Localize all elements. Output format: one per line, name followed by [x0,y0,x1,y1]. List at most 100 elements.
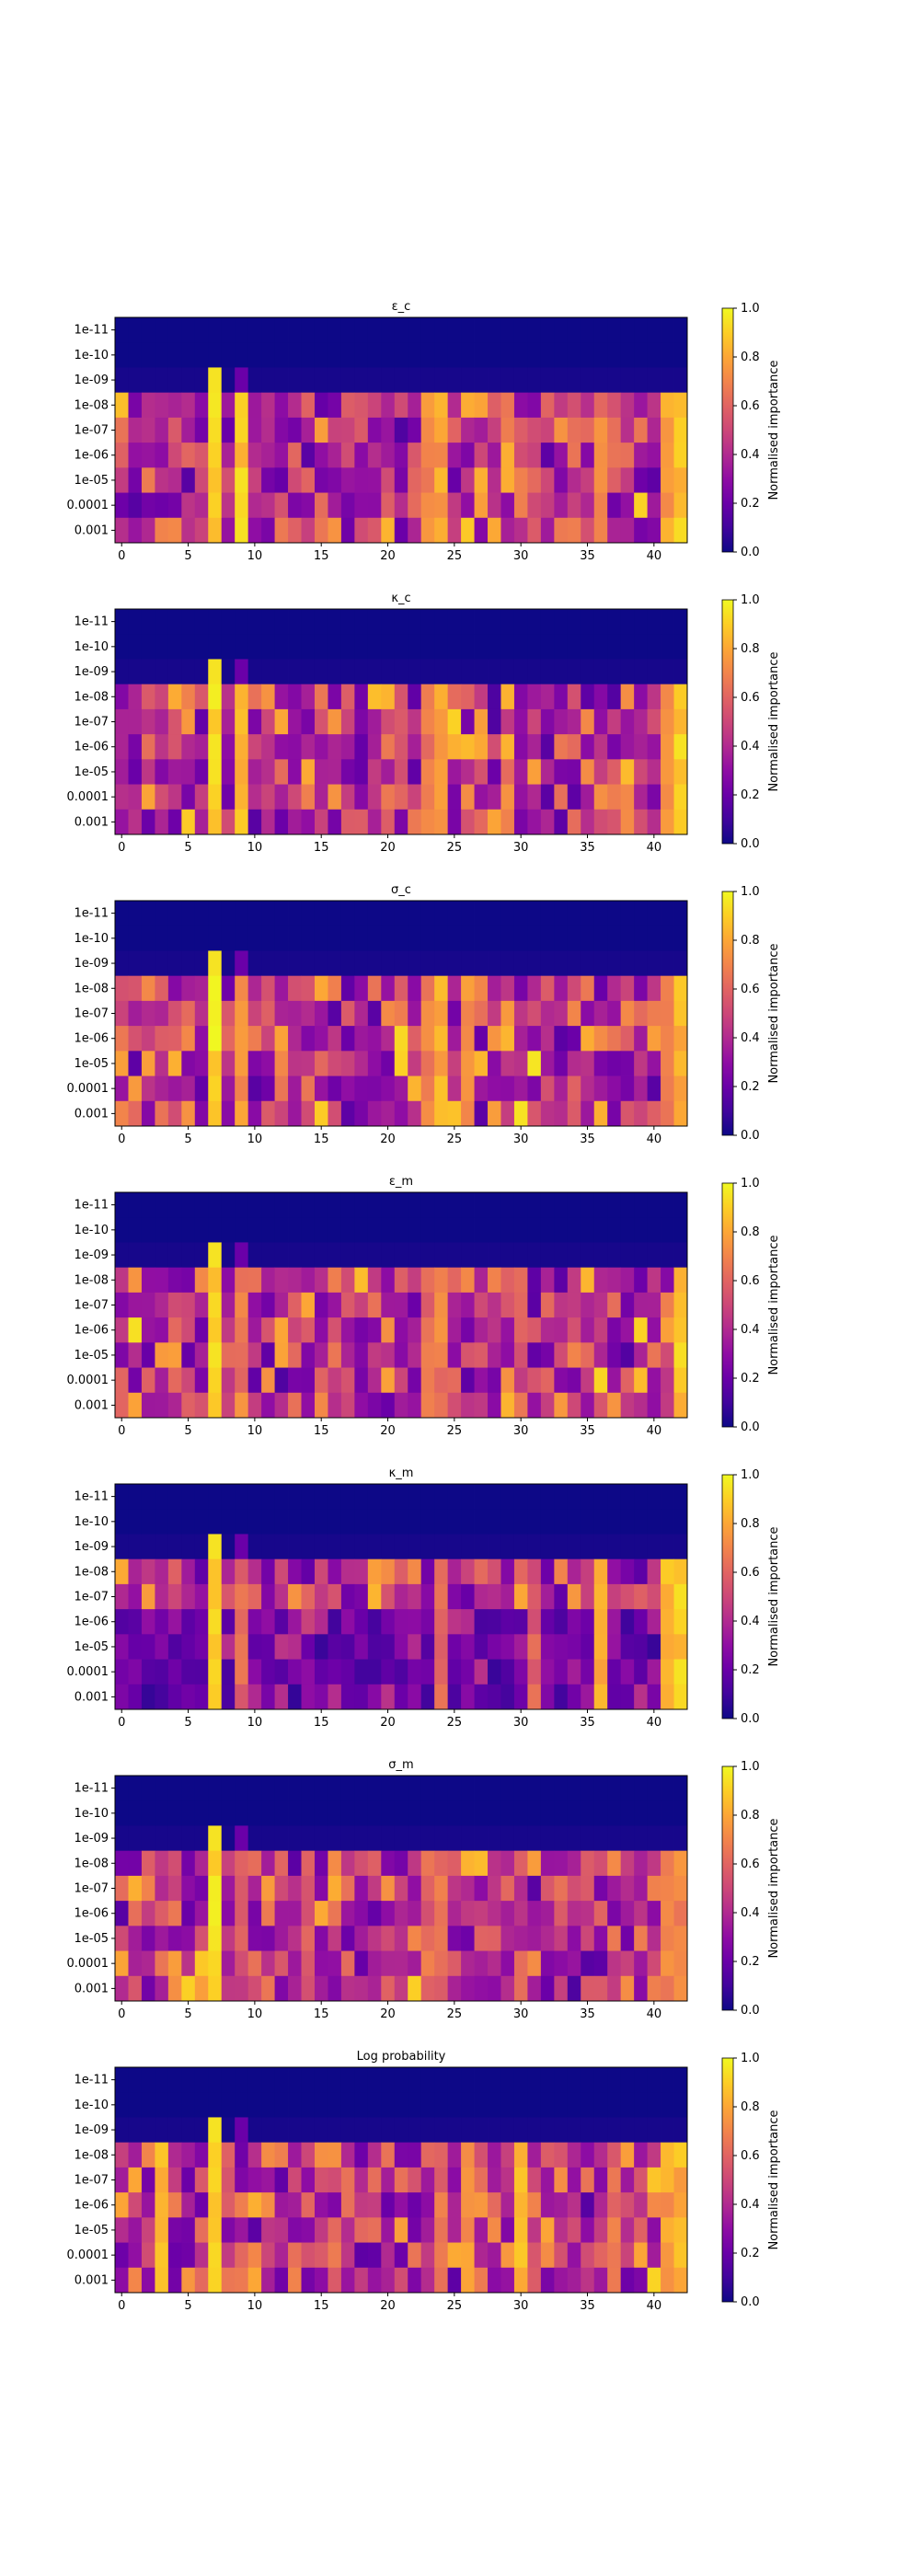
heatmap-cell [593,1800,608,1826]
heatmap-cell [274,2092,289,2118]
colorbar [721,1765,734,2011]
heatmap-cell [408,1850,422,1877]
heatmap-cell [434,1367,449,1394]
heatmap-cell [247,1075,262,1102]
heatmap-cell [128,1242,143,1269]
heatmap-cell [567,443,581,468]
heatmap-cell [328,342,342,368]
heatmap-cell [155,2217,169,2243]
heatmap-cell [434,1509,449,1535]
heatmap-cell [581,1850,595,1877]
heatmap-cell [647,1100,661,1127]
heatmap-cell [208,2142,223,2168]
heatmap-cell [567,1950,581,1977]
x-tick-label: 5 [184,2007,191,2021]
heatmap-cell [647,1342,661,1368]
heatmap-cell [288,1484,302,1510]
heatmap-cell [221,759,236,785]
colorbar-tick-label: 0.8 [741,1225,760,1239]
heatmap-cell [367,1659,382,1685]
y-tick-label: 1e-09 [74,1832,109,1846]
heatmap-cell [447,950,462,977]
heatmap-cell [447,1901,462,1926]
heatmap-cell [394,784,408,811]
heatmap-cell [661,926,674,951]
heatmap-cell [288,708,302,735]
heatmap-cell [367,1926,382,1951]
heatmap-cell [647,1659,661,1685]
heatmap-cell [554,1901,569,1926]
heatmap-cell [394,1634,408,1660]
heatmap-cell [261,2067,275,2093]
heatmap-cell [194,1217,209,1243]
heatmap-cell [474,467,489,493]
heatmap-cell [314,1800,328,1826]
heatmap-cell [620,609,635,635]
heatmap-cell [141,1950,155,1977]
heatmap-cell [513,1776,528,1801]
heatmap-cell [673,2192,688,2218]
heatmap-cell [167,2092,182,2118]
heatmap-cell [661,2142,674,2168]
colorbar-tick-label: 0.2 [741,497,760,511]
heatmap-cell [500,809,515,835]
heatmap-cell [513,1534,528,1560]
heatmap-cell [221,659,236,685]
panel-title: σ_c [391,883,411,897]
heatmap-cell [434,1634,449,1660]
heatmap-cell [461,1392,475,1419]
heatmap-cell [340,1875,355,1902]
heatmap-cell [527,975,542,1002]
heatmap-cell [354,367,369,394]
heatmap-cell [607,1659,622,1685]
y-tick-label: 0.001 [75,523,109,537]
y-tick-label: 1e-09 [74,1248,109,1262]
heatmap-cell [314,1950,328,1977]
heatmap-cell [394,975,408,1002]
heatmap-cell [301,1926,316,1951]
heatmap-cell [288,1392,302,1419]
heatmap-cell [461,1192,475,1218]
heatmap-cell [288,1242,302,1269]
heatmap-cell [167,2142,182,2168]
heatmap-cell [194,2092,209,2118]
heatmap-cell [434,1659,449,1685]
heatmap-cell [274,1242,289,1269]
heatmap-cell [420,950,435,977]
panel-title: Log probability [357,2050,446,2064]
heatmap-cell [261,1509,275,1535]
heatmap-cell [288,2192,302,2218]
heatmap-cell [314,1975,328,2002]
heatmap-cell [434,1075,449,1102]
heatmap-cell [461,1292,475,1318]
heatmap-cell [261,659,275,685]
x-tick-label: 10 [247,1424,263,1438]
heatmap-cell [208,1926,223,1951]
heatmap-cell [301,734,316,760]
heatmap-cell [620,1484,635,1510]
heatmap-cell [447,926,462,951]
y-tick-label: 1e-11 [74,615,109,629]
heatmap-cell [647,1850,661,1877]
heatmap-cell [461,1875,475,1902]
heatmap-cell [221,2217,236,2243]
y-tick-label: 0.0001 [67,790,109,804]
heatmap-cell [434,1850,449,1877]
heatmap-cell [620,1850,635,1877]
heatmap-cell [115,2117,129,2144]
heatmap-cell [513,1217,528,1243]
heatmap-cell [620,1875,635,1902]
heatmap-cell [474,759,489,785]
heatmap-cell [607,367,622,394]
heatmap-cell [235,492,249,519]
heatmap-cell [513,1292,528,1318]
heatmap-cell [340,901,355,926]
heatmap-cell [447,1317,462,1343]
heatmap-cell [461,1609,475,1635]
heatmap-cell [620,1026,635,1052]
heatmap-cell [420,342,435,368]
heatmap-cell [128,1317,143,1343]
heatmap-cell [221,1075,236,1102]
heatmap-cell [661,2192,674,2218]
heatmap-cell [194,1367,209,1394]
